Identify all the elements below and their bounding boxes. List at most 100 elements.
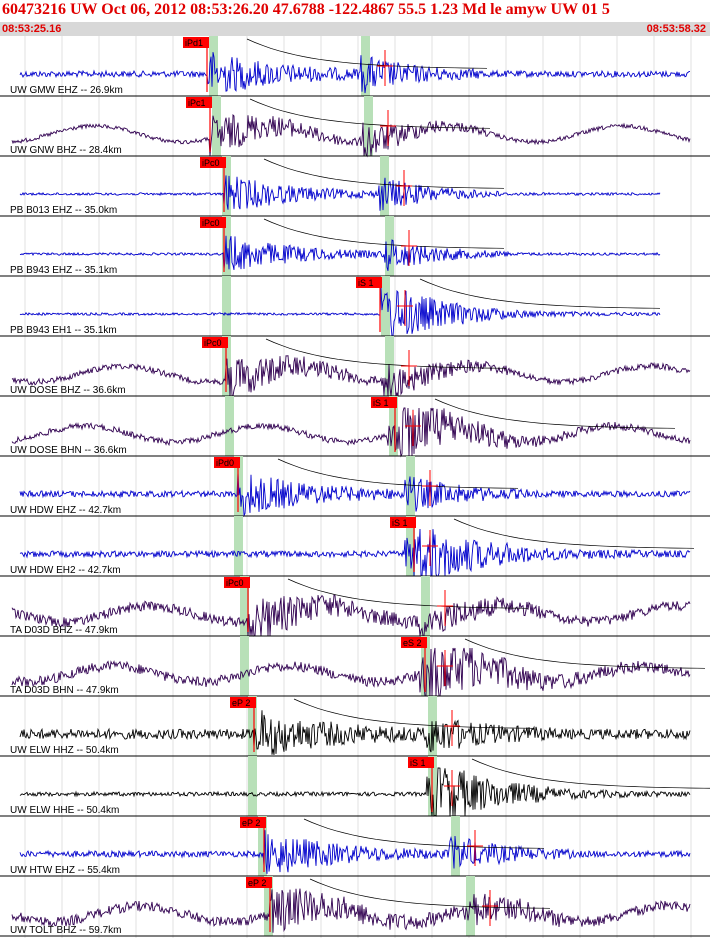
station-label: PB B943 EHZ -- 35.1km [10,265,117,276]
trace-row: eP 2 UW TOLT BHZ -- 59.7km [0,876,710,937]
grid-lines [24,36,692,938]
waveform [19,767,691,817]
waveform [19,472,691,518]
station-label: UW GMW EHZ -- 26.9km [10,85,123,96]
pick-label: iPc0 [226,578,244,588]
header: 60473216 UW Oct 06, 2012 08:53:26.20 47.… [0,0,710,36]
coda-decay-curve [309,878,551,909]
trace-row: eS 2 TA D03D BHN -- 47.9km [0,636,710,697]
pick-label-box [371,397,397,408]
pick-label-box [200,217,226,228]
waveform [11,888,691,933]
waveform [19,175,661,211]
trace-row: iPc1 UW GNW BHZ -- 28.4km [0,96,710,158]
pick-label: iPc0 [202,158,220,168]
station-label: UW HTW EHZ -- 55.4km [10,865,120,876]
phase-window-band [234,516,243,576]
waveform [19,528,691,577]
pick-label-box [401,637,427,648]
phase-window-band [361,36,370,96]
pick-label: iS 1 [373,398,389,408]
phase-window-band [248,756,257,816]
phase-window-band [421,576,430,636]
waveform [19,830,691,874]
trace-row: iPc0 PB B013 EHZ -- 35.0km [0,156,710,217]
waveform [19,235,661,272]
coda-decay-curve [464,638,706,669]
station-label: PB B013 EHZ -- 35.0km [10,205,117,216]
coda-decay-curve [246,38,488,69]
phase-window-band [240,636,249,696]
phase-window-band [209,36,218,96]
trace-row: eP 2 UW ELW HHZ -- 50.4km [0,696,710,757]
coda-decay-curve [265,338,507,369]
phase-window-band [385,216,394,276]
pick-label: iS 1 [410,758,426,768]
trace-row: iPc0 PB B943 EHZ -- 35.1km [0,216,710,277]
waveform [19,52,691,94]
pick-label-box [230,697,256,708]
station-label: UW TOLT BHZ -- 59.7km [10,925,122,936]
time-end: 08:53:58.32 [646,23,706,35]
pick-label: eP 2 [232,698,250,708]
station-label: UW HDW EH2 -- 42.7km [10,565,121,576]
coda-decay-curve [287,578,529,609]
pick-label-box [202,337,228,348]
waveform [19,710,691,755]
waveform [11,407,691,458]
phase-window-band [225,396,234,456]
coda-decay-curve [303,818,545,849]
pick-label-box [390,517,416,528]
coda-decay-curve [277,458,519,489]
trace-row: iS 1 UW ELW HHE -- 50.4km [0,756,710,817]
phase-window-band [264,876,273,936]
waveform [19,287,661,337]
pick-label-box [408,757,434,768]
pick-label: eS 2 [403,638,422,648]
pick-label: iPd1 [185,38,203,48]
station-label: UW GNW BHZ -- 28.4km [10,145,122,156]
trace-row: iS 1 UW HDW EH2 -- 42.7km [0,516,710,577]
station-label: UW ELW HHE -- 50.4km [10,805,119,816]
pick-label-box [200,157,226,168]
coda-decay-curve [249,98,491,129]
phase-window-band [222,276,231,336]
waveform [11,594,691,637]
phase-window-band [381,276,390,336]
pick-label-box [240,817,266,828]
trace-row: iS 1 PB B943 EH1 -- 35.1km [0,276,710,337]
station-label: TA D03D BHN -- 47.9km [10,685,119,696]
pick-label-box [246,877,272,888]
pick-label: eP 2 [242,818,260,828]
phase-window-band [364,96,373,156]
pick-label: iPc0 [204,338,222,348]
pick-label-box [183,37,209,48]
time-bar: 08:53:25.16 08:53:58.32 [0,22,710,36]
phase-window-band [389,396,398,456]
station-label: UW HDW EHZ -- 42.7km [10,505,121,516]
pick-label: iS 1 [358,278,374,288]
trace-row: iS 1 UW DOSE BHN -- 36.6km [0,396,710,458]
coda-decay-curve [434,398,676,429]
waveform [11,647,691,697]
pick-label: iPd0 [216,458,234,468]
pick-label-box [214,457,240,468]
station-label: UW ELW HHZ -- 50.4km [10,745,119,756]
pick-label: eP 2 [248,878,266,888]
time-start: 08:53:25.16 [2,23,62,35]
coda-decay-curve [471,758,710,789]
pick-label: iS 1 [392,518,408,528]
trace-row: iPc0 UW DOSE BHZ -- 36.6km [0,336,710,397]
pick-label: iPc0 [202,218,220,228]
coda-decay-curve [419,278,661,309]
pick-label: iPc1 [188,98,206,108]
trace-row: eP 2 UW HTW EHZ -- 55.4km [0,816,710,877]
seismogram-panel: iPd1 UW GMW EHZ -- 26.9km iPc1 UW GNW BHZ -… [0,36,710,938]
coda-decay-curve [293,698,535,729]
phase-window-band [258,816,267,876]
waveform [11,114,691,158]
station-label: UW DOSE BHN -- 36.6km [10,445,127,456]
phase-window-band [212,96,221,156]
pick-label-box [224,577,250,588]
pick-label-box [186,97,212,108]
